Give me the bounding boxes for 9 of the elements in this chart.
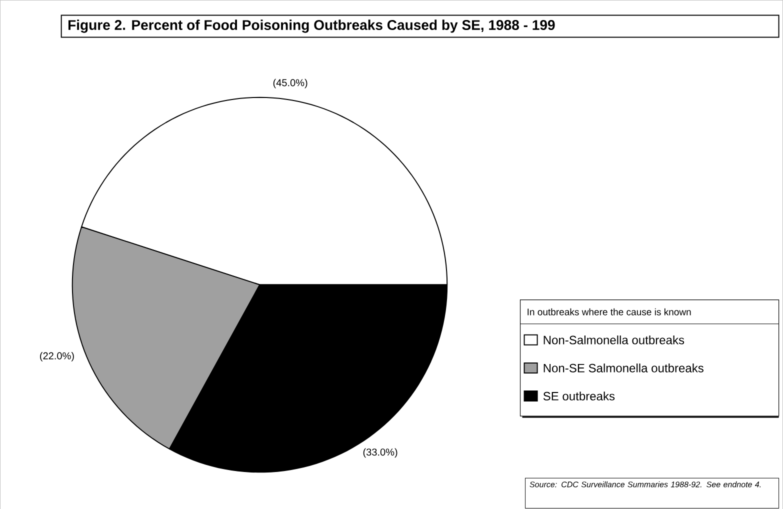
legend-label: SE outbreaks <box>543 391 615 400</box>
text: Source: CDC Surveillance Summaries 1988-92. See endnote 4. <box>530 481 761 488</box>
data-label: (33.0%) <box>363 448 398 458</box>
legend-title: In outbreaks where the cause is known <box>528 308 691 316</box>
chart-title: Figure 2. Percent of Food Poisoning Outbreaks Caused by SE, 1988 - 199 <box>68 19 555 33</box>
data-label: (45.0%) <box>273 78 308 88</box>
legend-label: Non-Salmonella outbreaks <box>544 335 684 344</box>
legend-label: Non-SE Salmonella outbreaks <box>544 363 704 372</box>
data-label: (22.0%) <box>40 352 74 362</box>
